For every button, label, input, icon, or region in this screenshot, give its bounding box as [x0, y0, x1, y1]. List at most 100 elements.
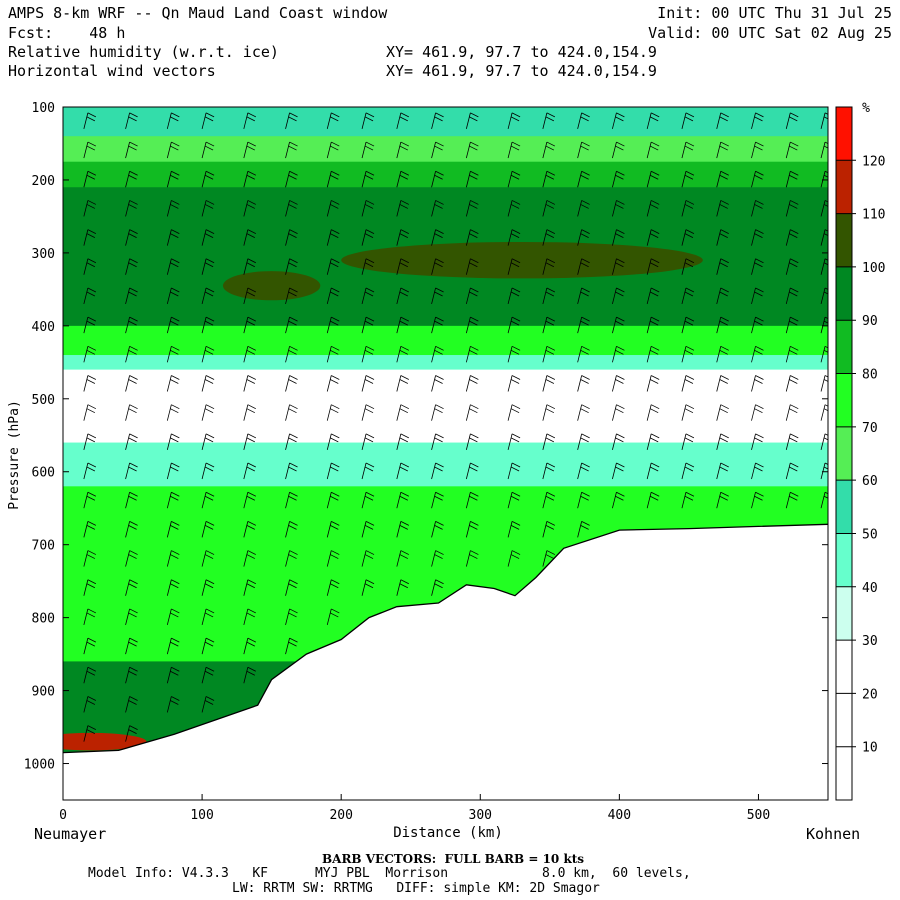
barb-flag: [650, 495, 659, 501]
barb-flag: [651, 141, 660, 147]
wind-barb: [542, 170, 556, 188]
barb-staff: [326, 141, 332, 159]
wind-barb: [542, 200, 556, 217]
barb-flag: [580, 233, 589, 238]
barb-flag: [511, 200, 521, 205]
barb-flag: [470, 200, 479, 205]
barb-flag: [171, 433, 180, 439]
barb-staff: [820, 229, 826, 246]
barb-flag: [365, 200, 375, 205]
barb-flag: [87, 491, 97, 497]
barb-flag: [289, 200, 298, 205]
barb-flag: [246, 525, 255, 530]
barb-staff: [396, 550, 402, 567]
barb-flag: [129, 491, 138, 497]
y-tick-label: 200: [32, 174, 55, 189]
barb-flag: [616, 404, 625, 410]
barb-flag: [400, 200, 409, 205]
barb-flag: [399, 349, 408, 355]
barb-flag: [580, 525, 589, 530]
barb-flag: [581, 287, 590, 293]
wind-barb: [646, 316, 660, 334]
barb-flag: [616, 287, 625, 293]
wind-barb: [201, 375, 215, 392]
barb-flag: [204, 174, 214, 180]
wind-barb: [507, 258, 521, 275]
barb-flag: [616, 170, 625, 176]
barb-flag: [789, 174, 798, 180]
barb-flag: [170, 437, 179, 443]
barb-flag: [128, 466, 137, 472]
barb-staff: [285, 492, 290, 509]
barb-flag: [790, 375, 799, 380]
barb-flag: [685, 316, 695, 322]
barb-staff: [166, 229, 172, 246]
barb-flag: [87, 637, 97, 643]
barb-flag: [511, 404, 521, 410]
barb-flag: [789, 291, 798, 297]
barb-flag: [546, 375, 556, 380]
barb-staff: [326, 550, 332, 567]
barb-flag: [87, 229, 97, 234]
barb-staff: [166, 171, 172, 188]
barb-flag: [364, 116, 374, 122]
barb-staff: [201, 696, 207, 713]
barb-staff: [507, 141, 513, 159]
barb-flag: [246, 408, 255, 414]
barb-staff: [465, 433, 471, 450]
barb-staff: [396, 317, 402, 334]
barb-flag: [546, 170, 556, 176]
barb-flag: [754, 320, 763, 326]
barb-flag: [170, 554, 179, 559]
barb-staff: [507, 404, 513, 421]
barb-flag: [399, 262, 408, 268]
barb-flag: [330, 116, 339, 122]
barb-staff: [326, 200, 332, 217]
barb-flag: [580, 204, 589, 209]
barb-staff: [326, 375, 332, 392]
barb-flag: [205, 375, 215, 380]
barb-staff: [326, 112, 332, 129]
barb-staff: [166, 521, 172, 538]
wind-barb: [83, 345, 97, 363]
wind-barb: [751, 462, 764, 480]
barb-flag: [789, 204, 798, 209]
barb-flag: [399, 583, 408, 589]
barb-flag: [469, 349, 478, 355]
rh-fill-blobs: [63, 241, 703, 751]
barb-staff: [396, 346, 402, 363]
barb-staff: [751, 287, 756, 305]
model-info-line1: Model Info: V4.3.3 KF MYJ PBL Morrison 8…: [88, 866, 691, 881]
barb-flag: [685, 375, 695, 380]
wind-barb: [361, 345, 375, 363]
wind-barb: [125, 200, 138, 217]
barb-staff: [465, 550, 471, 567]
wind-barb: [326, 462, 340, 480]
barb-flag: [170, 174, 179, 180]
barb-flag: [651, 200, 660, 205]
barb-staff: [396, 433, 402, 450]
barb-staff: [83, 638, 89, 655]
wind-barb: [751, 112, 764, 129]
barb-staff: [612, 462, 617, 480]
barb-flag: [288, 612, 297, 618]
barb-staff: [507, 287, 513, 305]
wind-barb: [83, 696, 97, 713]
wind-barb: [326, 375, 340, 392]
barb-flag: [331, 404, 340, 410]
barb-flag: [823, 408, 828, 412]
barb-flag: [129, 258, 138, 264]
wind-barb: [396, 287, 409, 305]
barb-flag: [87, 608, 97, 614]
barb-flag: [86, 641, 96, 647]
barb-flag: [330, 349, 339, 355]
colorbar-tick-label: 90: [862, 314, 878, 329]
barb-staff: [431, 287, 436, 305]
wind-barb: [612, 345, 625, 363]
barb-flag: [330, 408, 339, 414]
barb-staff: [681, 287, 687, 305]
barb-flag: [330, 583, 339, 589]
wind-barb: [465, 141, 479, 159]
wind-barb: [83, 725, 97, 742]
barb-flag: [330, 466, 339, 472]
